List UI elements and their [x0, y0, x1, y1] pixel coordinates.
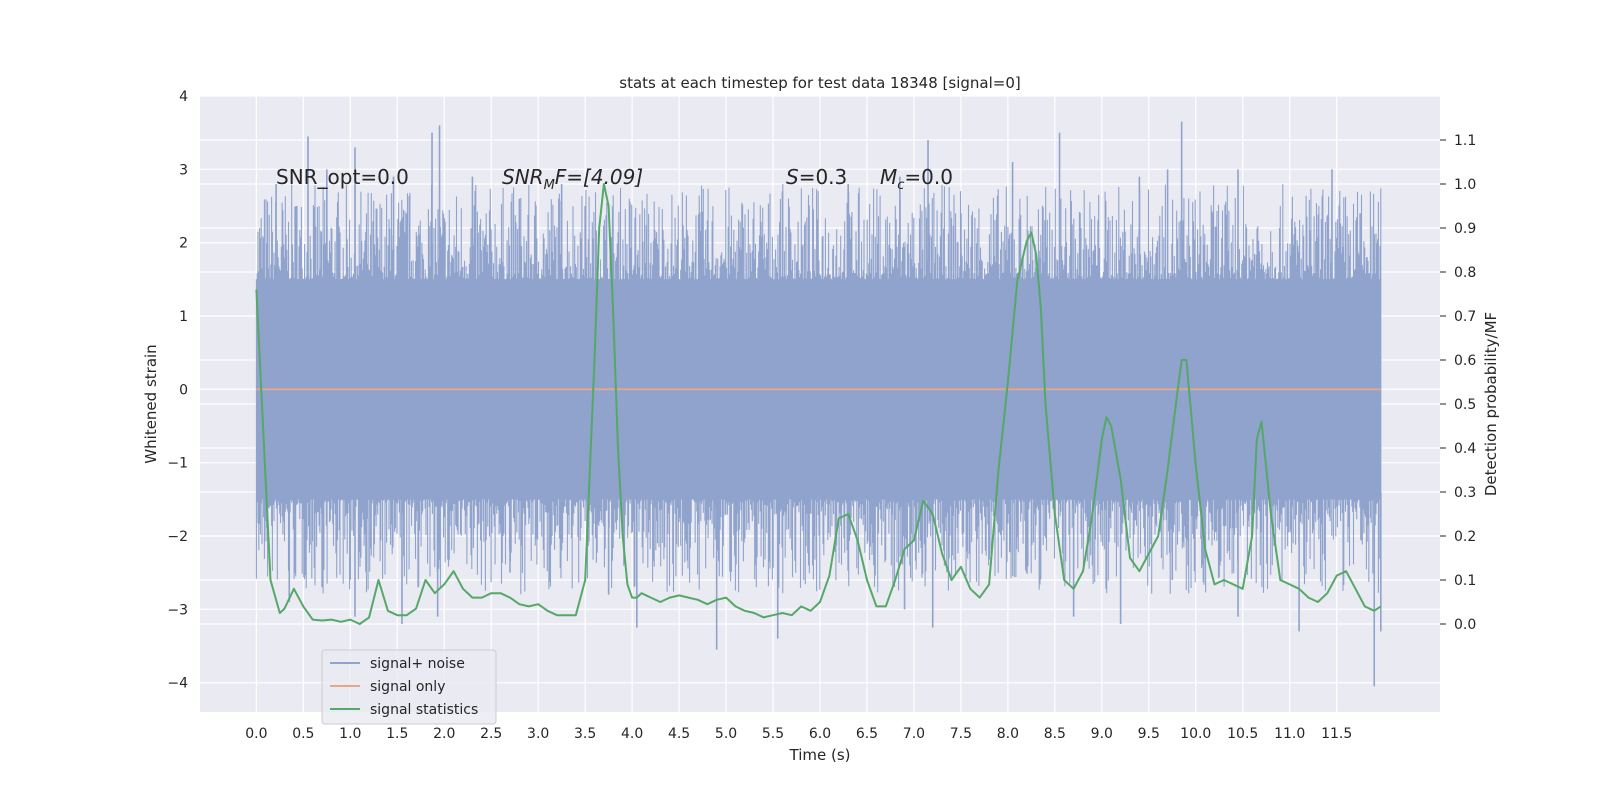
- y2-tick-label: 0.5: [1454, 397, 1476, 413]
- y-tick-label: −4: [167, 676, 188, 692]
- y-tick-label: 0: [179, 382, 188, 398]
- x-axis-label: Time (s): [789, 746, 851, 764]
- chart-title: stats at each timestep for test data 183…: [619, 74, 1020, 92]
- x-tick-label: 2.0: [433, 726, 455, 742]
- y2-tick-label: 0.6: [1454, 353, 1476, 369]
- s-value: =0.3: [799, 165, 848, 189]
- x-tick-label: 2.5: [480, 726, 502, 742]
- y2-axis-label: Detection probability/MF: [1482, 312, 1500, 496]
- y2-tick-label: 0.8: [1454, 265, 1476, 281]
- y-tick-label: 2: [179, 236, 188, 252]
- y2-tick-label: 0.2: [1454, 529, 1476, 545]
- x-tick-label: 7.5: [950, 726, 972, 742]
- x-tick-label: 10.5: [1227, 726, 1258, 742]
- x-axis-ticks: 0.0 0.5 1.0 1.5 2.0 2.5 3.0 3.5 4.0 4.5 5.0 5.5 6.0 6…: [245, 726, 1352, 742]
- x-tick-label: 4.5: [668, 726, 690, 742]
- snr-mf-f: F=[4.09]: [555, 165, 643, 189]
- y2-tick-label: 0.7: [1454, 309, 1476, 325]
- annotation-s: S=0.3: [786, 165, 847, 189]
- y-axis-ticks: −4 −3 −2 −1 0 1 2 3 4: [167, 89, 188, 692]
- mc-sub: c: [897, 178, 904, 193]
- y-tick-label: −3: [167, 602, 188, 618]
- mc-base: M: [880, 165, 897, 189]
- signal-statistics-line: [255, 183, 1382, 625]
- x-tick-label: 9.0: [1091, 726, 1113, 742]
- y2-tick-label: 0.1: [1454, 573, 1476, 589]
- x-tick-label: 1.5: [386, 726, 408, 742]
- x-tick-label: 0.5: [292, 726, 314, 742]
- x-tick-label: 4.0: [621, 726, 643, 742]
- series-signal-statistics: [255, 183, 1382, 625]
- x-tick-label: 0.0: [245, 726, 267, 742]
- annotation-snr-opt: SNR_opt=0.0: [276, 165, 409, 189]
- x-tick-label: 1.0: [339, 726, 361, 742]
- annotation-snr-mf: SNRMF=[4.09]: [502, 165, 643, 193]
- x-tick-label: 7.0: [903, 726, 925, 742]
- legend-label-signal-plus-noise: signal+ noise: [370, 656, 465, 672]
- y2-tick-label: 0.3: [1454, 485, 1476, 501]
- s-symbol: S: [786, 165, 799, 189]
- y2-axis-ticks: 0.0 0.1 0.2 0.3 0.4 0.5 0.6 0.7 0.8 0.9 1.0 1.1: [1440, 133, 1476, 633]
- noise-trace: [255, 184, 1382, 595]
- y2-tick-label: 0.0: [1454, 617, 1476, 633]
- x-tick-label: 11.0: [1274, 726, 1305, 742]
- y2-tick-label: 0.9: [1454, 221, 1476, 237]
- x-tick-label: 11.5: [1321, 726, 1352, 742]
- y-tick-label: 1: [179, 309, 188, 325]
- x-tick-label: 10.0: [1180, 726, 1211, 742]
- x-tick-label: 8.0: [997, 726, 1019, 742]
- x-tick-label: 3.0: [527, 726, 549, 742]
- legend-box: [321, 649, 497, 725]
- snr-mf-base: SNR: [502, 165, 544, 189]
- x-tick-label: 6.5: [856, 726, 878, 742]
- x-tick-label: 3.5: [574, 726, 596, 742]
- y-tick-label: 4: [179, 89, 188, 105]
- legend-label-signal-statistics: signal statistics: [370, 702, 478, 718]
- y2-tick-label: 0.4: [1454, 441, 1476, 457]
- y-tick-label: 3: [179, 162, 188, 178]
- y-tick-label: −1: [167, 456, 188, 472]
- snr-mf-sub: M: [544, 178, 555, 193]
- y-axis-label: Whitened strain: [142, 344, 160, 463]
- x-tick-label: 5.5: [762, 726, 784, 742]
- legend: signal+ noise signal only signal statist…: [321, 649, 497, 725]
- y2-tick-label: 1.1: [1454, 133, 1476, 149]
- x-tick-label: 8.5: [1044, 726, 1066, 742]
- legend-label-signal-only: signal only: [370, 679, 445, 695]
- x-tick-label: 9.5: [1138, 726, 1160, 742]
- y2-tick-label: 1.0: [1454, 177, 1476, 193]
- mc-value: =0.0: [904, 165, 953, 189]
- x-tick-label: 5.0: [715, 726, 737, 742]
- x-tick-label: 6.0: [809, 726, 831, 742]
- y-tick-label: −2: [167, 529, 188, 545]
- annotation-mc: Mc=0.0: [880, 165, 953, 193]
